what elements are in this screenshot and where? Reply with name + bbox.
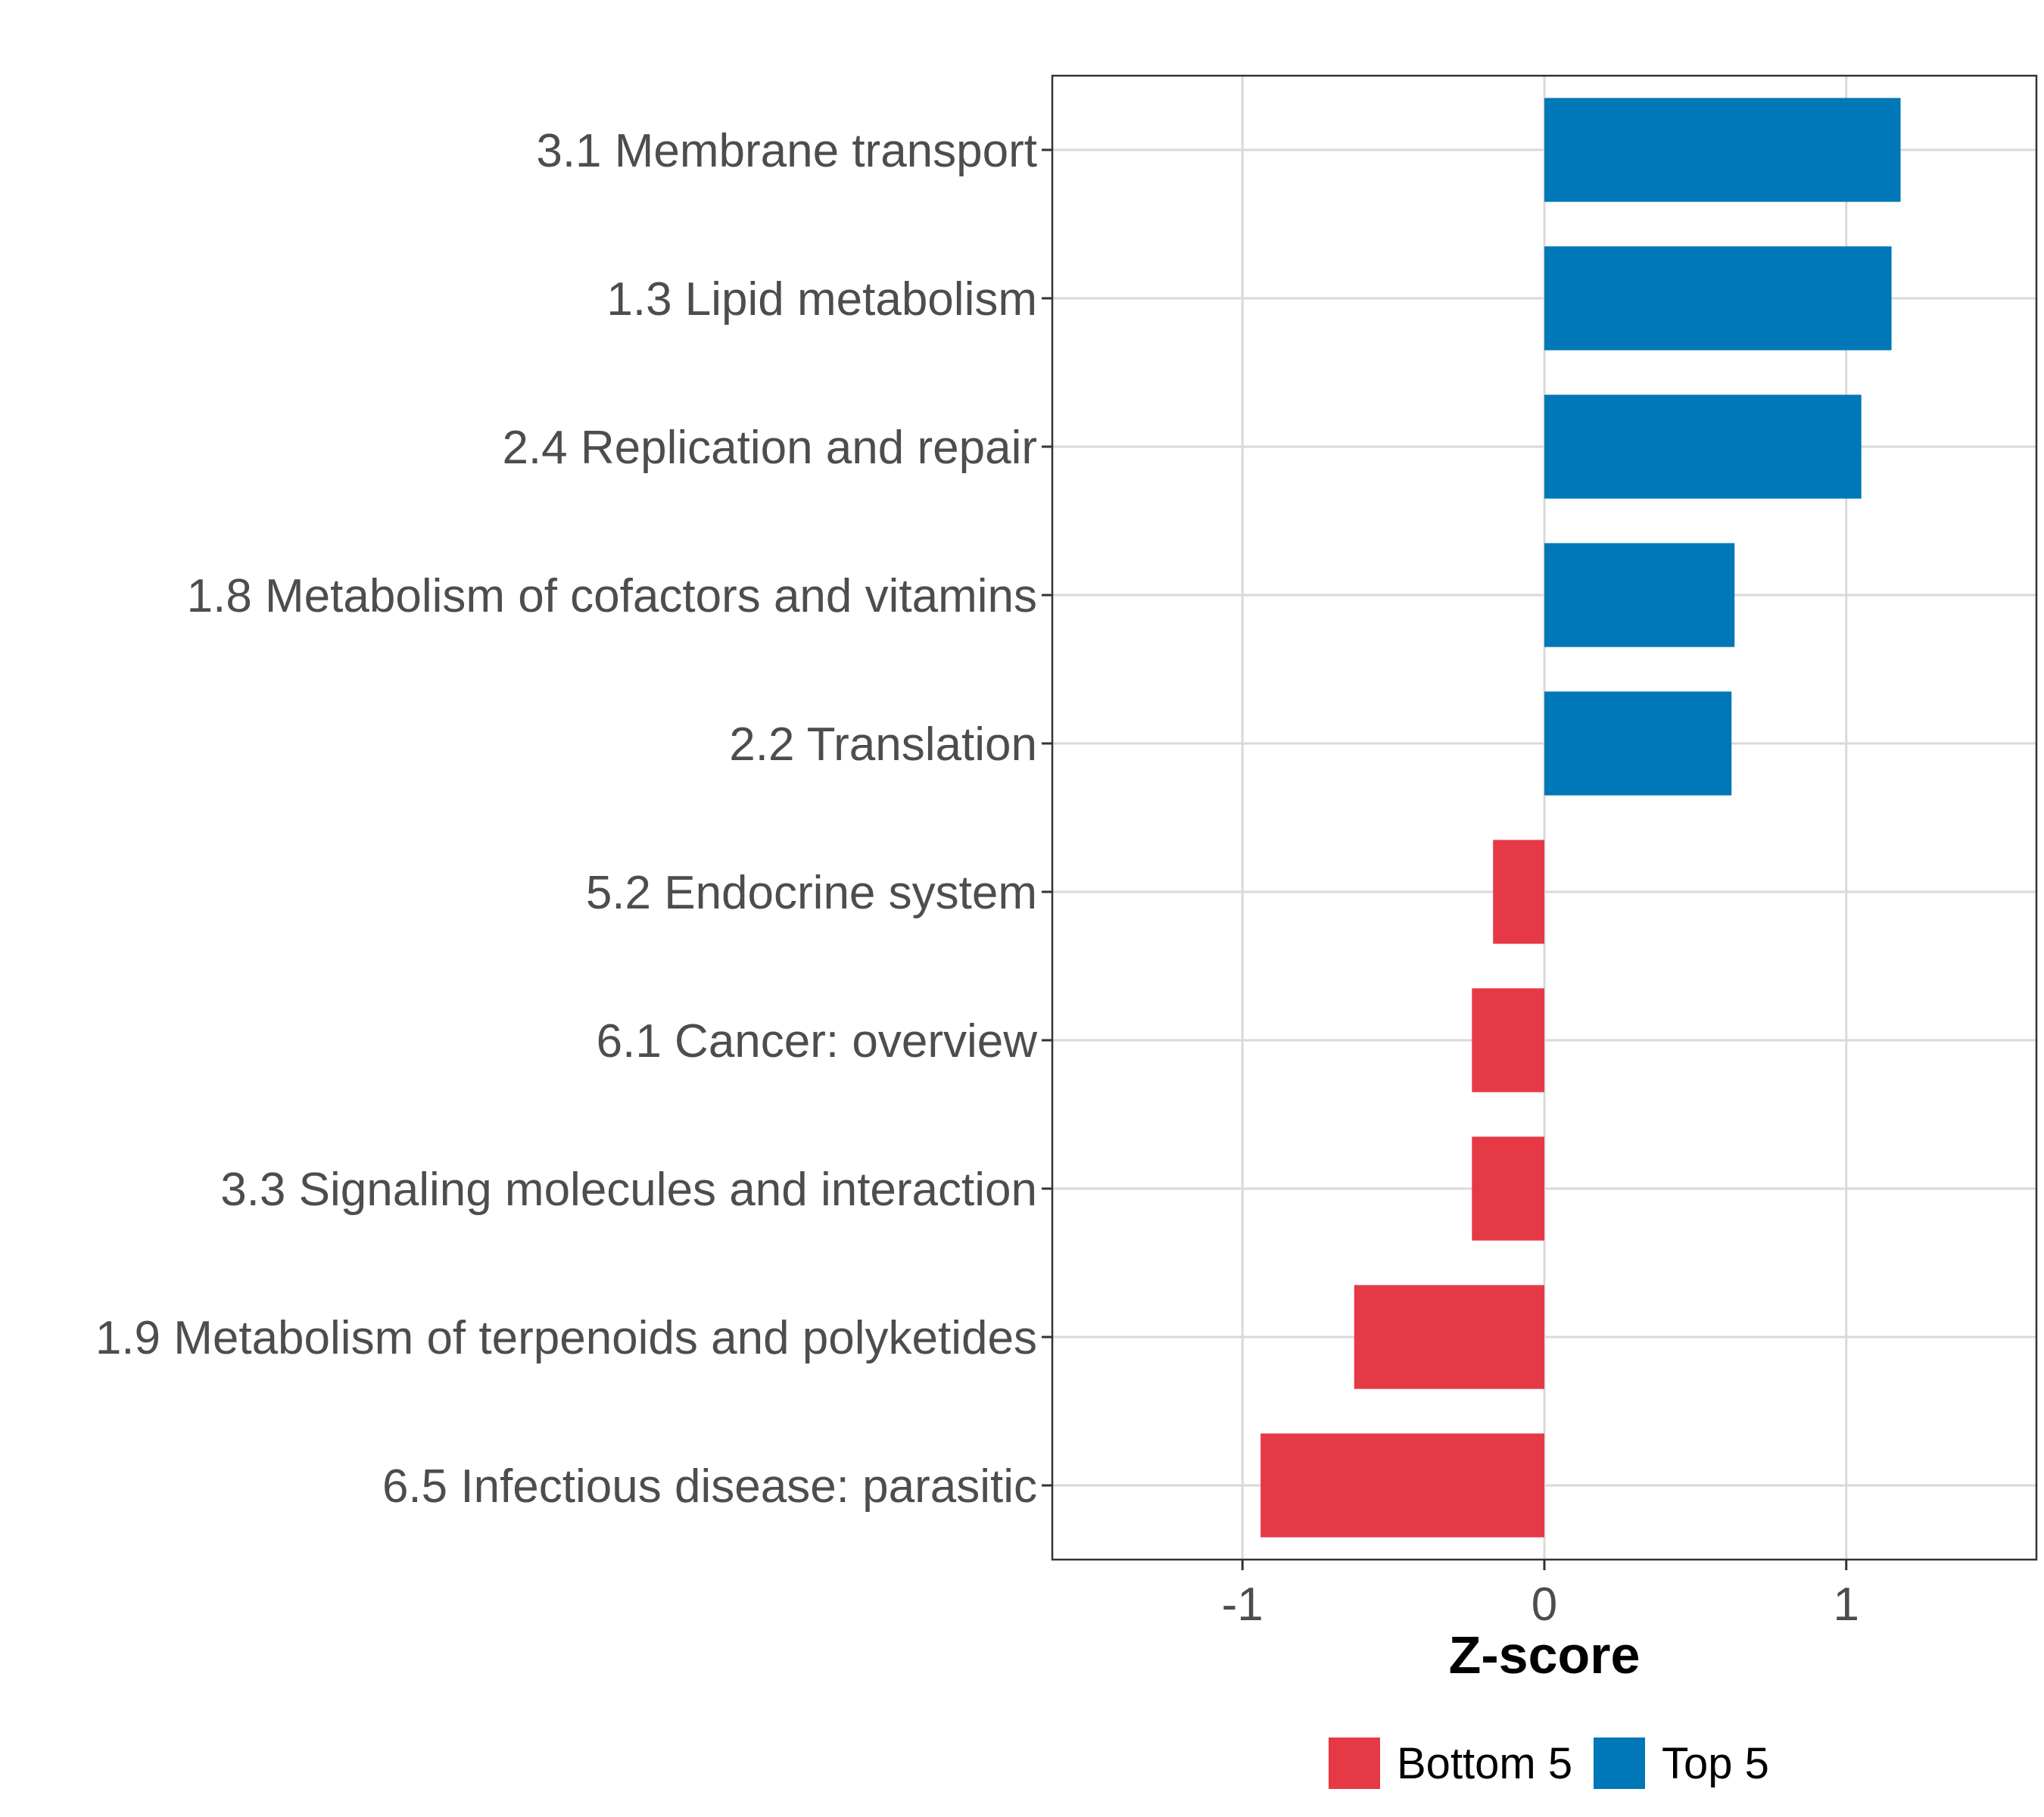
category-label: 1.9 Metabolism of terpenoids and polyket… bbox=[95, 1312, 1037, 1364]
bar-8 bbox=[1472, 1136, 1544, 1241]
bar-3 bbox=[1544, 394, 1862, 499]
bar-1 bbox=[1544, 98, 1901, 202]
category-label: 1.3 Lipid metabolism bbox=[606, 273, 1037, 326]
x-tick-label: -1 bbox=[1222, 1579, 1263, 1631]
x-tick-label: 0 bbox=[1531, 1579, 1557, 1631]
legend: Bottom 5 Top 5 bbox=[1329, 1738, 1769, 1789]
bar-7 bbox=[1472, 988, 1544, 1092]
legend-label: Top 5 bbox=[1662, 1739, 1769, 1788]
category-label: 2.2 Translation bbox=[729, 718, 1037, 771]
x-axis: -1 0 1 bbox=[1222, 1560, 1859, 1631]
category-label: 3.1 Membrane transport bbox=[536, 125, 1037, 177]
x-axis-title: Z-score bbox=[1449, 1625, 1640, 1685]
category-label: 1.8 Metabolism of cofactors and vitamins bbox=[187, 570, 1037, 622]
x-tick-label: 1 bbox=[1834, 1579, 1859, 1631]
bar-6 bbox=[1493, 840, 1544, 944]
category-label: 5.2 Endocrine system bbox=[586, 867, 1037, 919]
category-label: 2.4 Replication and repair bbox=[502, 422, 1037, 474]
legend-key bbox=[1594, 1738, 1645, 1789]
bars bbox=[1260, 98, 1901, 1538]
legend-key bbox=[1329, 1738, 1380, 1789]
category-label: 6.5 Infectious disease: parasitic bbox=[382, 1460, 1037, 1513]
bar-10 bbox=[1260, 1433, 1544, 1538]
category-label: 3.3 Signaling molecules and interaction bbox=[220, 1164, 1037, 1216]
bar-9 bbox=[1354, 1285, 1544, 1389]
bar-4 bbox=[1544, 543, 1735, 647]
bar-5 bbox=[1544, 691, 1732, 796]
category-axis: 3.1 Membrane transport 1.3 Lipid metaboli… bbox=[95, 125, 1052, 1513]
category-label: 6.1 Cancer: overview bbox=[597, 1015, 1038, 1067]
legend-label: Bottom 5 bbox=[1397, 1739, 1572, 1788]
bar-2 bbox=[1544, 246, 1892, 351]
plot-panel-border bbox=[1051, 74, 2038, 1561]
